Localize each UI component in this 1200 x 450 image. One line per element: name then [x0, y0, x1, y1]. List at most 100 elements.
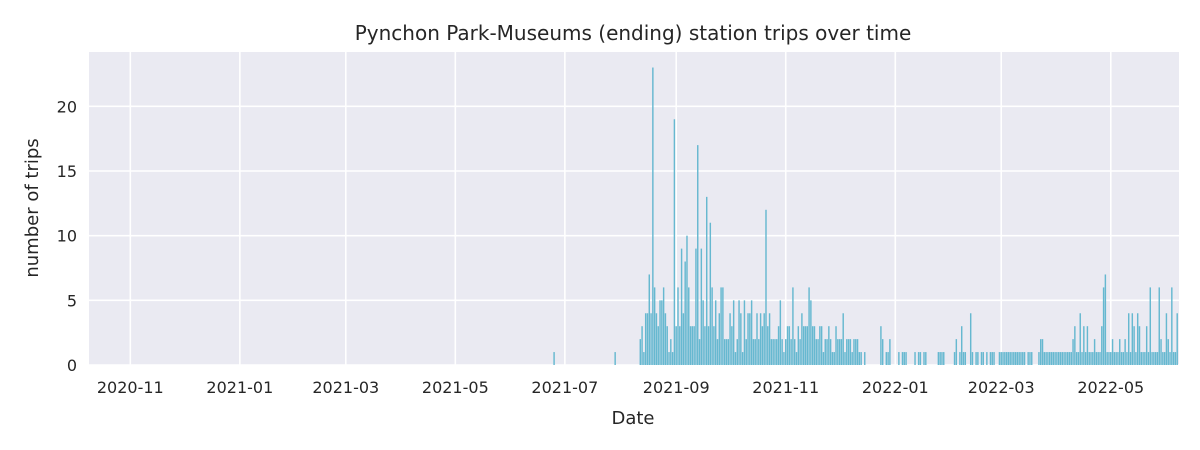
trip-bar	[761, 326, 764, 365]
trip-bar	[1149, 287, 1151, 365]
trip-bar	[709, 222, 712, 365]
trip-bar	[813, 326, 816, 365]
trip-bar	[774, 339, 776, 365]
trip-bar	[1102, 287, 1105, 365]
trip-bar	[1156, 352, 1159, 365]
trip-bar	[1108, 352, 1110, 365]
trip-bar	[1040, 339, 1042, 365]
x-tick-label: 2021-03	[312, 378, 379, 397]
trip-bar	[732, 300, 735, 365]
trip-bar	[980, 352, 983, 365]
trip-bar	[993, 352, 995, 365]
trip-bar	[1153, 352, 1155, 365]
trip-bar	[977, 352, 979, 365]
trip-bar	[741, 352, 744, 365]
trip-bar	[961, 326, 963, 365]
bars-layer	[553, 67, 1178, 366]
x-tick-label: 2021-11	[752, 378, 819, 397]
trip-bar	[738, 300, 740, 365]
trip-bar	[1145, 326, 1148, 365]
trip-bar	[740, 313, 742, 365]
trip-bar	[657, 326, 659, 365]
x-tick-label: 2021-01	[206, 378, 273, 397]
trip-bar	[905, 352, 907, 365]
trip-bar	[772, 339, 774, 365]
y-tick-label: 20	[57, 97, 77, 116]
trip-bar	[1101, 326, 1103, 365]
trip-bar	[1007, 352, 1010, 365]
trip-bar	[650, 313, 652, 365]
trip-bar	[964, 352, 967, 365]
trip-bar	[697, 145, 699, 365]
trip-bar	[939, 352, 941, 365]
trip-bar	[670, 339, 672, 365]
trip-bar	[795, 352, 798, 365]
trip-bar	[679, 326, 681, 365]
trip-bar	[864, 352, 866, 365]
x-tick-label: 2021-05	[422, 378, 489, 397]
trip-bar	[1126, 352, 1128, 365]
trip-bar	[998, 352, 1001, 365]
trip-bar	[785, 339, 787, 365]
trip-bar	[837, 339, 839, 365]
trip-bar	[643, 352, 645, 365]
trip-bar	[652, 67, 654, 366]
trip-bar	[668, 352, 670, 365]
trip-bar	[759, 313, 762, 365]
trip-bar	[754, 339, 756, 365]
trip-bar	[851, 352, 853, 365]
trip-bar	[752, 339, 755, 365]
trip-bar	[943, 352, 945, 365]
trip-bar	[986, 352, 988, 365]
trip-bar	[1063, 352, 1065, 365]
trip-bar	[1047, 352, 1049, 365]
trip-bar	[1068, 352, 1071, 365]
trip-bar	[1110, 352, 1112, 365]
trip-bar	[1147, 352, 1150, 365]
trip-bar	[788, 326, 791, 365]
trip-bar	[1056, 352, 1058, 365]
trip-bar	[1163, 352, 1166, 365]
trip-bar	[901, 352, 904, 365]
trip-bar	[725, 339, 728, 365]
trip-bar	[1151, 352, 1153, 365]
trip-bar	[1048, 352, 1051, 365]
trip-bar	[792, 287, 794, 365]
trip-bar	[727, 339, 729, 365]
trip-bar	[655, 313, 658, 365]
trip-bar	[828, 326, 830, 365]
trip-bar	[1104, 274, 1107, 365]
x-tick-label: 2020-11	[97, 378, 164, 397]
trip-bar	[860, 352, 862, 365]
trip-bar	[937, 352, 940, 365]
trip-bar	[1160, 339, 1162, 365]
trip-bar	[1097, 352, 1099, 365]
trip-bar	[1174, 352, 1177, 365]
trip-bar	[702, 300, 704, 365]
trip-bar	[707, 326, 710, 365]
trip-bar	[779, 300, 782, 365]
trip-bar	[802, 326, 805, 365]
trip-bar	[819, 326, 821, 365]
y-tick-label: 15	[57, 162, 77, 181]
trip-bar	[691, 326, 694, 365]
trip-bar	[790, 339, 792, 365]
trip-bar	[646, 313, 649, 365]
y-axis-label: number of trips	[22, 138, 43, 277]
trip-bar	[991, 352, 993, 365]
trip-bar	[1066, 352, 1069, 365]
trip-bar	[982, 352, 984, 365]
trip-bar	[639, 339, 642, 365]
trip-bar	[1106, 352, 1108, 365]
trip-bar	[955, 339, 958, 365]
trip-bar	[756, 313, 758, 365]
trip-bar	[797, 326, 800, 365]
trip-bar	[975, 352, 977, 365]
trip-bar	[1171, 287, 1173, 365]
trip-bar	[693, 326, 695, 365]
trip-bar	[817, 339, 819, 365]
trip-bar	[729, 313, 731, 365]
trip-bar	[720, 287, 722, 365]
trip-bar	[684, 261, 686, 365]
